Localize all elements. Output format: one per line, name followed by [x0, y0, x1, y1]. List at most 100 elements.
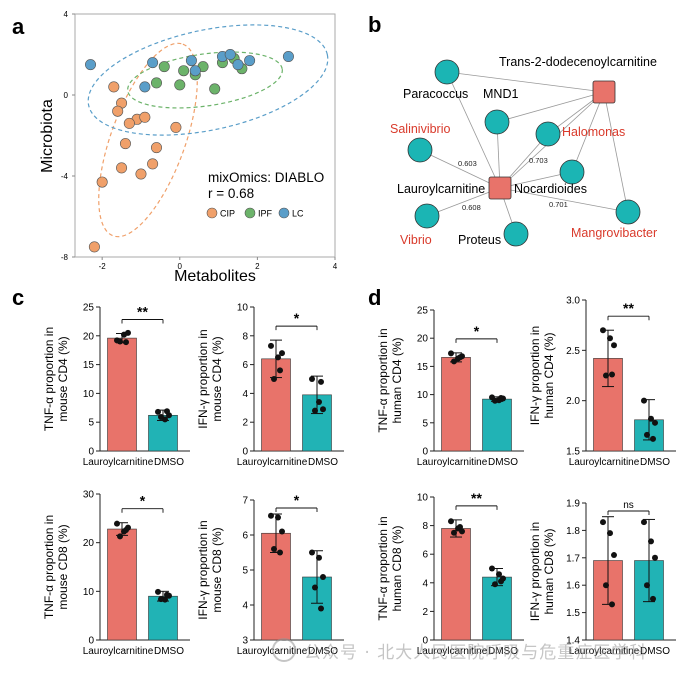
data-point: [607, 530, 613, 537]
category-label: Lauroylcarnitine: [569, 646, 640, 657]
label-trans-2-dodecenoylcarnitine: Trans-2-dodecenoylcarnitine: [499, 55, 657, 69]
data-point: [268, 342, 274, 349]
y-axis-label-line-1: IFN-γ proportion in: [196, 520, 210, 619]
scatter-point-ipf: [174, 79, 186, 91]
ellipse-ipf: [127, 51, 283, 109]
scatter-r-text: r = 0.68: [208, 186, 254, 201]
data-point: [268, 512, 274, 519]
network-edge: [496, 91, 605, 123]
data-point: [279, 350, 285, 357]
data-point: [318, 605, 324, 612]
data-point: [158, 414, 164, 421]
node-halomonas: [535, 121, 561, 147]
category-label: DMSO: [640, 457, 670, 468]
y-tick-label: 4: [242, 601, 248, 612]
y-tick-label: 3: [242, 636, 248, 647]
y-tick-label: 1.8: [566, 526, 580, 537]
panel-letter-a: a: [12, 14, 25, 39]
y-tick-label: 6: [242, 531, 248, 542]
scatter-ytick-label: 4: [64, 10, 69, 19]
y-tick-label: 0: [422, 447, 428, 458]
data-point: [277, 367, 283, 374]
network-edge: [499, 187, 629, 213]
scatter-point-cip: [112, 105, 124, 117]
bar-dmso: [482, 398, 512, 452]
data-point: [275, 514, 281, 521]
y-axis-label-line-2: mouse CD4 (%): [56, 336, 70, 421]
significance-label: **: [471, 490, 482, 506]
node-vibrio: [414, 203, 440, 229]
scatter-point-lc: [189, 65, 201, 77]
scatter-point-cip: [150, 142, 162, 154]
data-point: [117, 533, 123, 540]
scatter-plot-frame: [74, 13, 336, 258]
label-proteus: Proteus: [458, 233, 501, 247]
bar-chart-d1: 0 5 10 15 20 25 TNF-α proportion in human CD4 (…: [376, 306, 524, 468]
data-point: [603, 372, 609, 379]
node-lauroylcarnitine: [488, 176, 512, 200]
y-tick-label: 1.5: [566, 447, 580, 458]
scatter-point-cip: [147, 158, 159, 170]
network-edge: [603, 91, 629, 213]
y-tick-label: 8: [242, 331, 248, 342]
y-axis-label-line-1: IFN-γ proportion in: [528, 522, 542, 621]
label-mnd1: MND1: [483, 87, 518, 101]
edge-label-3: 0.608: [462, 203, 481, 212]
bar-lauroylcarnitine: [441, 357, 471, 452]
scatter-point-lc: [224, 48, 236, 60]
scatter-point-lc: [244, 55, 256, 67]
network-edge: [419, 149, 501, 189]
bar-chart-d2: 1.5 2.0 2.5 3.0 IFN-γ proportion in human CD4…: [528, 296, 676, 468]
y-tick-label: 0: [422, 636, 428, 647]
data-point: [457, 354, 463, 361]
data-point: [641, 519, 647, 526]
y-axis-label-line-1: IFN-γ proportion in: [196, 329, 210, 428]
data-point: [312, 584, 318, 591]
data-point: [318, 378, 324, 385]
data-point: [496, 571, 502, 578]
node-trans-2-dodecenoylcarnitine: [592, 80, 616, 104]
y-tick-label: 7: [242, 496, 248, 507]
data-point: [603, 582, 609, 589]
network-panel-b: 0.603 0.703 0.608 0.701 Trans-2-dodeceno…: [390, 55, 657, 247]
scatter-point-ipf: [178, 65, 190, 77]
y-tick-label: 0: [88, 636, 94, 647]
y-tick-label: 10: [417, 493, 429, 504]
y-tick-label: 2.0: [566, 396, 580, 407]
y-tick-label: 6: [422, 550, 428, 561]
category-label: Lauroylcarnitine: [569, 457, 640, 468]
y-tick-label: 2: [242, 418, 248, 429]
node-proteus: [503, 221, 529, 247]
data-point: [320, 574, 326, 580]
y-tick-label: 2: [422, 607, 428, 618]
scatter-point-cip: [135, 168, 147, 180]
category-label: Lauroylcarnitine: [417, 646, 488, 657]
y-tick-label: 3.0: [566, 296, 580, 307]
y-tick-label: 15: [83, 360, 95, 371]
network-edge: [426, 187, 501, 217]
y-axis-label-line-2: human CD4 (%): [390, 337, 404, 423]
y-tick-label: 5: [88, 418, 94, 429]
y-axis-label-line-2: human CD4 (%): [542, 332, 556, 418]
scatter-method-text: mixOmics: DIABLO: [208, 170, 324, 185]
network-edge: [446, 71, 501, 189]
data-point: [457, 524, 463, 531]
y-axis-label-line-1: IFN-γ proportion in: [528, 326, 542, 425]
scatter-point-cip: [123, 117, 135, 129]
network-nodes: [407, 59, 641, 247]
y-tick-label: 5: [422, 418, 428, 429]
scatter-point-cip: [96, 176, 108, 188]
network-edge-labels: 0.603 0.703 0.608 0.701: [458, 156, 568, 212]
scatter-point-lc: [147, 57, 159, 69]
data-point: [652, 419, 658, 426]
data-point: [155, 408, 161, 415]
significance-label: *: [474, 323, 480, 339]
scatter-xlabel: Metabolites: [174, 268, 256, 285]
y-tick-label: 4: [242, 389, 248, 400]
data-point: [309, 549, 315, 556]
watermark: 公众号 · 北大人民医院呼吸与危重症医学科: [272, 638, 647, 663]
category-label: Lauroylcarnitine: [417, 457, 488, 468]
scatter-point-cip: [139, 111, 151, 123]
data-point: [277, 549, 283, 556]
data-point: [648, 538, 654, 545]
